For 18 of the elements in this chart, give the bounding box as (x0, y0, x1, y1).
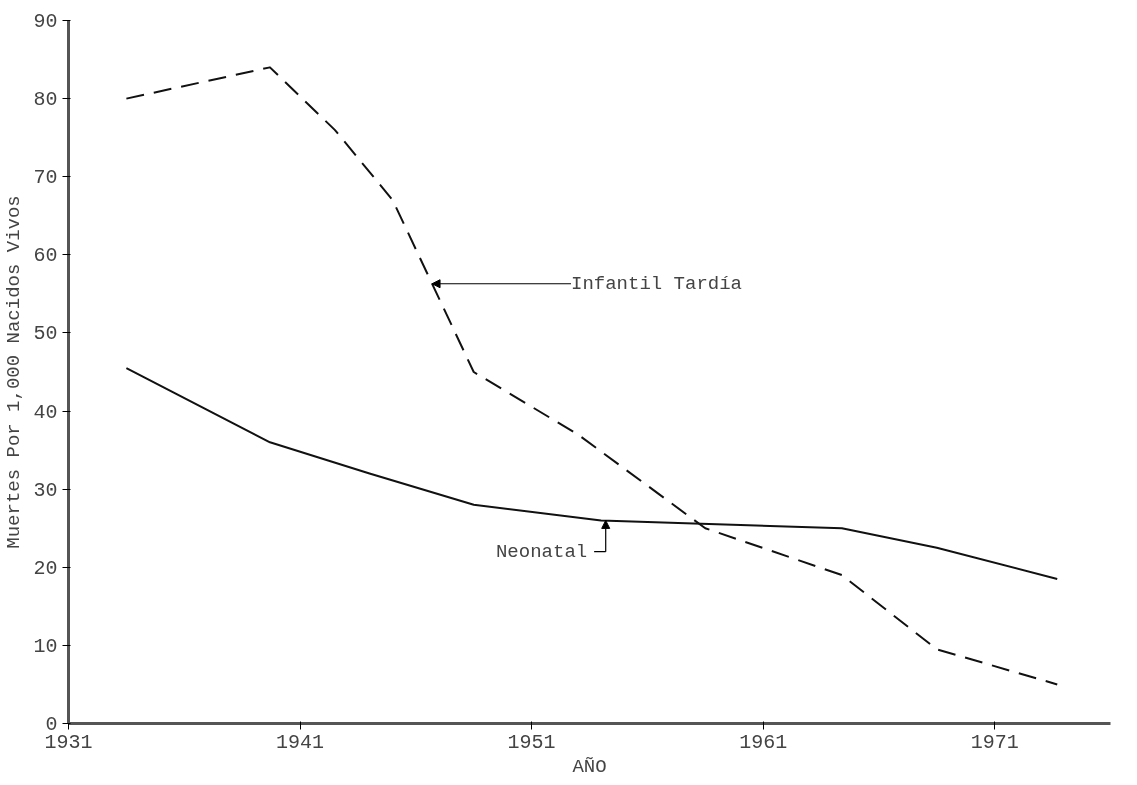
y-tick-label: 90 (33, 10, 58, 33)
x-tick-label: 1951 (507, 730, 556, 754)
y-tick-label: 40 (33, 400, 58, 424)
y-axis-title: Muertes Por 1,000 Nacidos Vivos (3, 195, 26, 549)
annotation: Neonatal (495, 540, 588, 563)
y-tick-label: 60 (33, 244, 58, 268)
y-tick-label: 80 (33, 88, 58, 112)
x-tick-label: 1971 (970, 730, 1019, 754)
y-tick-label: 30 (33, 478, 58, 502)
y-tick-label: 10 (33, 634, 58, 658)
x-tick-label: 1941 (276, 730, 325, 754)
y-tick-label: 20 (33, 556, 58, 580)
annotation: Infantil Tardía (570, 272, 743, 295)
x-axis-title: AÑO (572, 755, 607, 778)
line-series (125, 66, 1059, 686)
y-tick-label: 50 (33, 322, 58, 346)
y-tick-label: 70 (33, 166, 58, 190)
x-tick-label: 1961 (739, 730, 788, 754)
